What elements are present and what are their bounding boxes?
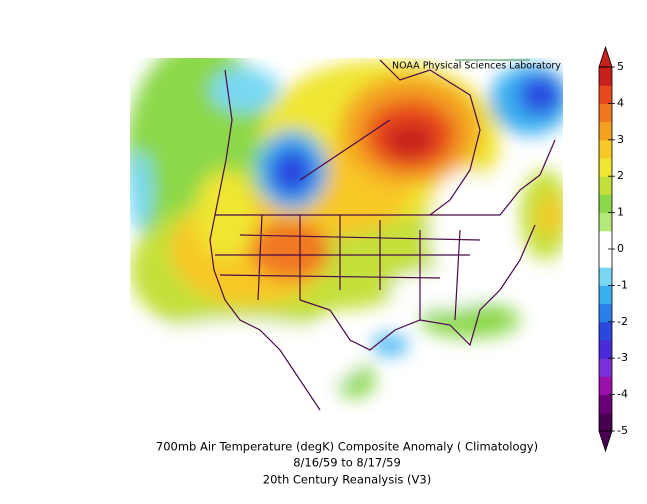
colorbar-tick-label: -5 — [617, 424, 628, 437]
colorbar-end — [598, 430, 613, 453]
colorbar-segment — [599, 358, 612, 377]
colorbar-segment — [599, 230, 612, 250]
colorbar-segment — [599, 249, 612, 268]
colorbar-segment — [599, 158, 612, 177]
colorbar-segment — [599, 267, 612, 286]
colorbar-segment — [599, 67, 612, 86]
colorbar-tick-label: 5 — [617, 60, 624, 73]
colorbar-tick-label: 1 — [617, 206, 624, 219]
colorbar-segment — [599, 285, 612, 305]
boundaries — [209, 59, 556, 411]
colorbar-segment — [599, 412, 612, 432]
colorbar-segment — [599, 376, 612, 396]
colorbar-segment — [599, 121, 612, 141]
colorbar-segment — [599, 321, 612, 341]
colorbar-segment — [599, 103, 612, 123]
colorbar-tick-label: -1 — [617, 278, 628, 291]
colorbar-tick-label: 0 — [617, 242, 624, 255]
credit: NOAA Physical Sciences Laboratory — [392, 61, 561, 72]
colorbar-tick-label: 3 — [617, 133, 624, 146]
colorbar-segment — [599, 194, 612, 214]
colorbar-segment — [599, 340, 612, 359]
colorbar-segment — [599, 303, 612, 323]
colorbar-segment — [599, 176, 612, 195]
colorbar-tick-label: -4 — [617, 388, 628, 401]
map — [130, 58, 563, 412]
colorbar-tick-label: 4 — [617, 96, 624, 109]
colorbar-segment — [599, 394, 612, 414]
colorbar-tick-label: 2 — [617, 169, 624, 182]
colorbar-segment — [599, 212, 612, 232]
colorbar-segment — [599, 139, 612, 159]
colorbar-end — [598, 45, 613, 68]
colorbar-segment — [599, 85, 612, 104]
colorbar: 5 4 3 2 1 0 -1 -2 -3 -4 -5 — [598, 45, 628, 453]
caption-line: 8/16/59 to 8/17/59 — [293, 456, 401, 470]
caption-line: 700mb Air Temperature (degK) Composite A… — [156, 440, 538, 454]
anomaly-field — [130, 58, 563, 400]
colorbar-tick-label: -2 — [617, 315, 628, 328]
colorbar-tick-label: -3 — [617, 351, 628, 364]
caption-line: 20th Century Reanalysis (V3) — [263, 473, 431, 487]
